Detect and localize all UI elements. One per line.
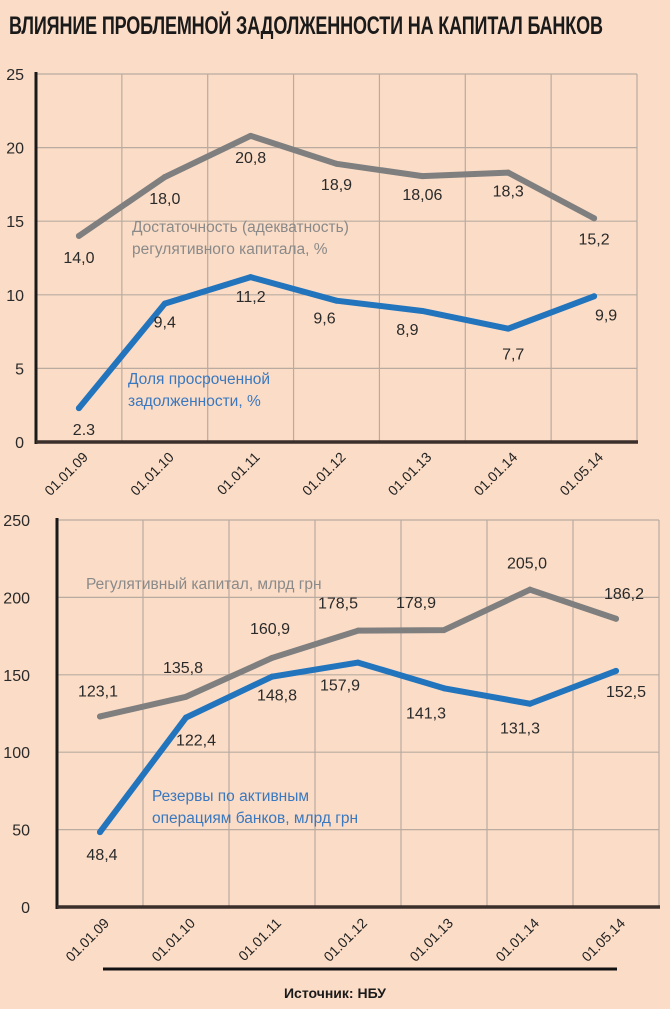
chart1-data-label-gray: 18,0 [149, 191, 180, 208]
chart2-data-point-blue [355, 659, 361, 666]
chart2-data-point-blue [613, 667, 619, 674]
chart1-data-point-gray [333, 160, 340, 167]
chart2-data-point-blue [183, 714, 189, 721]
source-note: Источник: НБУ [283, 985, 386, 1001]
chart2-series-annotation-blue: Резервы по активным [152, 788, 309, 805]
chart1-data-label-gray: 14,0 [63, 250, 94, 267]
chart2-data-point-blue [97, 829, 103, 836]
chart1-series-annotation-blue: задолженности, % [128, 393, 261, 410]
chart2-y-tick-label: 0 [21, 900, 30, 917]
chart1-x-tick-label: 01.01.13 [385, 449, 435, 499]
chart2-data-point-gray [97, 713, 103, 720]
chart2-x-tick-label: 01.01.11 [235, 915, 284, 964]
chart2-data-label-gray: 205,0 [507, 556, 547, 573]
chart1-data-label-blue: 11,2 [236, 289, 266, 306]
chart1-x-tick-label: 01.05.14 [556, 449, 606, 499]
chart1-data-label-blue: 9,4 [154, 315, 176, 332]
chart2-x-tick-label: 01.01.14 [492, 915, 542, 965]
chart2-data-point-blue [441, 685, 447, 692]
chart1-y-tick-label: 0 [15, 435, 24, 452]
chart2-y-tick-label: 250 [3, 513, 30, 530]
chart1-data-label-gray: 20,8 [235, 150, 266, 167]
chart1-data-point-blue [419, 307, 426, 314]
chart1-series-annotation-blue: Доля просроченной [128, 371, 270, 388]
chart1-data-label-gray: 18,06 [402, 187, 442, 204]
chart2-data-label-gray: 186,2 [604, 586, 644, 603]
chart2-y-tick-label: 50 [12, 823, 30, 840]
chart2-data-label-blue: 122,4 [176, 733, 216, 750]
chart1-data-label-blue: 8,9 [396, 322, 418, 339]
chart1-series-annotation-gray: Достаточность (адекватность) [132, 219, 349, 236]
chart2-data-label-gray: 123,1 [78, 683, 118, 700]
chart2-data-point-gray [183, 693, 189, 700]
chart2-series-annotation-gray: Регулятивный капитал, млрд грн [86, 576, 322, 593]
chart2-data-point-gray [613, 615, 619, 622]
chart2-data-label-gray: 135,8 [163, 660, 203, 677]
chart1-data-point-gray [591, 215, 598, 222]
chart1-data-point-blue [591, 293, 598, 300]
chart1-data-label-blue: 9,6 [313, 311, 335, 328]
chart1-data-label-blue: 9,9 [595, 307, 617, 324]
chart1-data-point-blue [247, 274, 254, 281]
chart2-data-point-gray [441, 627, 447, 634]
chart1-data-label-blue: 7,7 [502, 347, 524, 364]
chart1-data-point-gray [419, 173, 426, 180]
chart2-data-label-blue: 131,3 [500, 721, 540, 738]
chart1-data-point-blue [161, 300, 168, 307]
chart1-y-tick-label: 25 [6, 67, 24, 84]
chart2-data-label-gray: 178,5 [318, 596, 358, 613]
chart2-x-tick-label: 01.01.12 [320, 915, 370, 965]
chart2-x-tick-label: 01.05.14 [578, 915, 628, 965]
chart1-x-tick-label: 01.01.12 [299, 449, 349, 499]
chart2-data-point-blue [527, 700, 533, 707]
chart2-data-point-gray [269, 654, 275, 661]
chart2-data-point-blue [269, 673, 275, 680]
chart-title: ВЛИЯНИЕ ПРОБЛЕМНОЙ ЗАДОЛЖЕННОСТИ НА КАПИ… [9, 12, 603, 40]
chart1-y-tick-label: 10 [6, 288, 24, 305]
chart2-series-annotation-blue: операциям банков, млрд грн [152, 810, 358, 827]
chart2-data-point-gray [527, 586, 533, 593]
chart1-series-line-blue [75, 274, 598, 412]
chart2-data-label-gray: 178,9 [396, 595, 436, 612]
chart1-x-tick-label: 01.01.14 [470, 449, 520, 499]
chart1-x-tick-label: 01.01.11 [214, 449, 263, 498]
chart1-data-point-blue [75, 405, 82, 412]
chart1-data-point-blue [505, 325, 512, 332]
chart1-x-tick-label: 01.01.10 [127, 449, 177, 499]
chart1-x-tick-label: 01.01.09 [41, 449, 91, 499]
chart2-x-tick-label: 01.01.13 [406, 915, 456, 965]
chart1-y-tick-label: 20 [6, 141, 24, 158]
chart1-data-label-gray: 18,9 [321, 177, 352, 194]
chart1-y-tick-label: 5 [15, 361, 24, 378]
chart2-x-tick-label: 01.01.10 [148, 915, 198, 965]
chart1-plot-area [36, 74, 637, 442]
chart1-data-label-blue: 2.3 [73, 422, 95, 439]
chart1-data-point-gray [505, 169, 512, 176]
chart2-data-label-gray: 160,9 [250, 621, 290, 638]
chart2-y-tick-label: 200 [3, 590, 30, 607]
chart1-data-point-gray [75, 232, 82, 239]
chart2-data-label-blue: 148,8 [257, 688, 297, 705]
chart2-data-label-blue: 157,9 [320, 678, 360, 695]
chart1-y-tick-label: 15 [6, 214, 24, 231]
chart1-data-label-gray: 18,3 [493, 184, 524, 201]
chart2-y-tick-label: 100 [3, 745, 30, 762]
chart1-data-point-blue [333, 297, 340, 304]
chart1-data-point-gray [161, 174, 168, 181]
chart2-x-tick-label: 01.01.09 [62, 915, 112, 965]
chart2-data-point-gray [355, 627, 361, 634]
chart1-data-label-gray: 15,2 [579, 231, 610, 248]
chart1-series-annotation-gray: регулятивного капитала, % [132, 241, 328, 258]
chart2-data-label-blue: 48,4 [86, 847, 117, 864]
chart2-data-label-blue: 141,3 [406, 705, 446, 722]
chart2-data-label-blue: 152,5 [606, 684, 646, 701]
chart2-y-tick-label: 150 [3, 668, 30, 685]
chart1-data-point-gray [247, 132, 254, 139]
